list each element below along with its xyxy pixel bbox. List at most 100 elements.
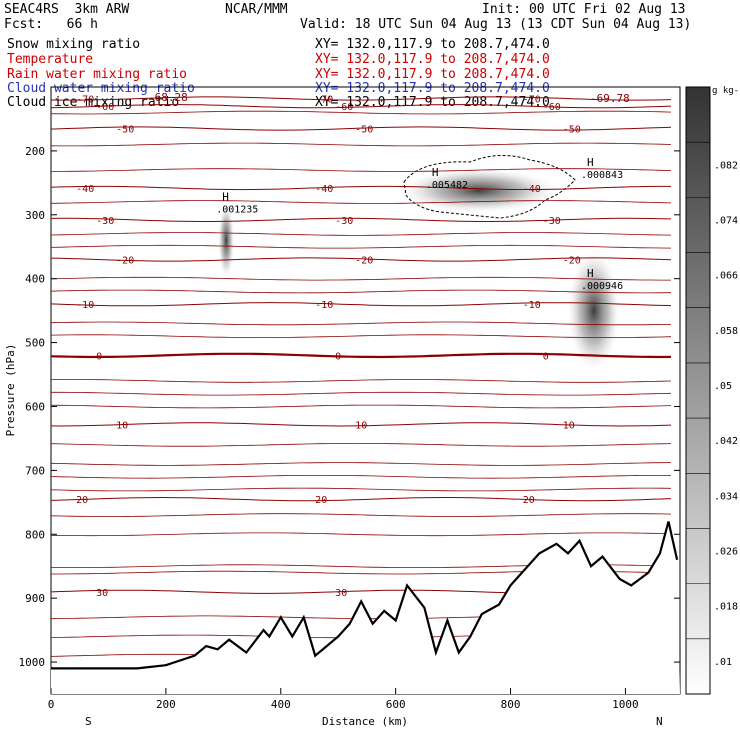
legend-rain-name: Rain water mixing ratio bbox=[7, 67, 188, 82]
legend-snow-name: Snow mixing ratio bbox=[7, 37, 141, 52]
legend-cloudwater-name: Cloud water mixing ratio bbox=[7, 81, 195, 96]
legend-snow-xy: XY= 132.0,117.9 to 208.7,474.0 bbox=[315, 37, 550, 52]
temperature-contour-minor bbox=[50, 487, 672, 492]
temperature-contour--30 bbox=[50, 217, 672, 222]
y-tick-label: 200 bbox=[25, 145, 45, 158]
temperature-contour-label: -40 bbox=[76, 184, 94, 195]
temperature-contour-label: -50 bbox=[116, 125, 134, 136]
temperature-contour-label: 0 bbox=[96, 351, 102, 362]
legend-temp-name: Temperature bbox=[7, 52, 94, 67]
temperature-contour-minor bbox=[50, 232, 672, 236]
temperature-contour-0 bbox=[50, 352, 672, 359]
init-time: Init: 00 UTC Fri 02 Aug 13 bbox=[482, 2, 686, 17]
colorbar-tick-label: .042 bbox=[714, 436, 738, 447]
y-tick-label: 800 bbox=[25, 528, 45, 541]
y-axis-label: Pressure (hPa) bbox=[4, 344, 17, 437]
temperature-contour-minor bbox=[50, 321, 672, 326]
temperature-contour--20 bbox=[50, 257, 672, 262]
y-tick-label: 600 bbox=[25, 400, 45, 413]
temperature-contour--40 bbox=[50, 185, 671, 191]
y-tick-label: 300 bbox=[25, 209, 45, 222]
temperature-contour--50 bbox=[50, 126, 672, 131]
temperature-contour-label: -60 bbox=[96, 102, 114, 113]
temperature-contour-minor bbox=[50, 462, 672, 466]
temperature-contour-minor bbox=[50, 168, 672, 172]
terrain-fill bbox=[51, 521, 680, 694]
temperature-contour-minor bbox=[50, 200, 672, 204]
colorbar-units: g kg-1 bbox=[712, 86, 740, 96]
temperature-contour-label: 30 bbox=[335, 588, 347, 599]
temperature-contour-label: 10 bbox=[116, 420, 128, 431]
x-tick-label: 200 bbox=[156, 698, 176, 711]
temperature-contour-label: -60 bbox=[543, 102, 561, 113]
temperature-contour-minor bbox=[50, 289, 672, 294]
temperature-contour-minor bbox=[50, 532, 672, 537]
temperature-contour-label: -10 bbox=[315, 300, 333, 311]
north-end-label: N bbox=[656, 715, 663, 728]
legend-rain-xy: XY= 132.0,117.9 to 208.7,474.0 bbox=[315, 67, 550, 82]
temperature-contour-label: -70 bbox=[76, 95, 94, 106]
temperature-contour-minor bbox=[50, 379, 672, 383]
snow-max-marker: H bbox=[587, 156, 594, 169]
x-tick-label: 600 bbox=[386, 698, 406, 711]
colorbar-tick-label: .01 bbox=[714, 657, 732, 668]
colorbar-tick-label: .074 bbox=[714, 215, 738, 226]
temperature-contour-label: -70 bbox=[523, 95, 541, 106]
temperature-contour-minor bbox=[50, 513, 672, 517]
colorbar-tick-label: .058 bbox=[714, 326, 738, 337]
valid-time: Valid: 18 UTC Sun 04 Aug 13 (13 CDT Sun … bbox=[300, 17, 692, 32]
y-tick-label: 700 bbox=[25, 464, 45, 477]
colorbar-tick-label: .026 bbox=[714, 547, 738, 558]
south-end-label: S bbox=[85, 715, 92, 728]
x-tick-label: 1000 bbox=[612, 698, 639, 711]
temperature-contour-label: -50 bbox=[355, 125, 373, 136]
snow-max-value: .000843 bbox=[581, 170, 623, 181]
snow-max-marker: H bbox=[587, 267, 594, 280]
temperature-contour-label: 30 bbox=[96, 588, 108, 599]
snow-max-marker: H bbox=[432, 166, 439, 179]
legend-cloudwater-xy: XY= 132.0,117.9 to 208.7,474.0 bbox=[315, 81, 550, 96]
temperature-contour-label: -10 bbox=[523, 300, 541, 311]
x-axis-label: Distance (km) bbox=[322, 715, 408, 728]
cloud-water-contour bbox=[403, 155, 576, 219]
snow-shading-1 bbox=[400, 168, 557, 213]
y-tick-label: 400 bbox=[25, 273, 45, 286]
snow-max-value: .005482 bbox=[426, 180, 468, 191]
x-tick-label: 400 bbox=[271, 698, 291, 711]
snow-max-value: .000946 bbox=[581, 281, 623, 292]
legend-temp-xy: XY= 132.0,117.9 to 208.7,474.0 bbox=[315, 52, 550, 67]
temperature-contour-label: 20 bbox=[315, 495, 327, 506]
colorbar bbox=[685, 86, 711, 695]
temperature-contour-label: -30 bbox=[543, 216, 561, 227]
snow-max-marker: H bbox=[222, 190, 229, 203]
temperature-contour-label: -20 bbox=[116, 256, 134, 267]
y-tick-label: 900 bbox=[25, 592, 45, 605]
temperature-contour-label: 0 bbox=[335, 351, 341, 362]
colorbar-tick-label: .066 bbox=[714, 271, 738, 282]
temperature-contour-label: 0 bbox=[543, 351, 549, 362]
extreme-temp-label: -68.28 bbox=[148, 91, 188, 104]
temperature-contour-10 bbox=[50, 422, 672, 427]
temperature-contour-label: -50 bbox=[563, 125, 581, 136]
y-tick-label: 1000 bbox=[19, 656, 46, 669]
y-tick-label: 500 bbox=[25, 337, 45, 350]
temperature-contour-label: -40 bbox=[315, 184, 333, 195]
temperature-contour-label: -20 bbox=[355, 256, 373, 267]
temperature-contour-minor bbox=[50, 475, 671, 479]
temperature-contour-label: 20 bbox=[76, 495, 88, 506]
temperature-contour--70 bbox=[50, 96, 672, 101]
colorbar-tick-label: .018 bbox=[714, 602, 738, 613]
colorbar-tick-label: .034 bbox=[714, 491, 738, 502]
model-title: SEAC4RS 3km ARW bbox=[4, 2, 130, 17]
temperature-contour-minor bbox=[50, 334, 672, 338]
temperature-contour-label: -10 bbox=[76, 300, 94, 311]
temperature-contour-label: -60 bbox=[335, 102, 353, 113]
temperature-contour-minor bbox=[50, 110, 672, 115]
temperature-contour-label: -70 bbox=[315, 95, 333, 106]
temperature-contour-20 bbox=[50, 496, 672, 502]
x-tick-label: 800 bbox=[501, 698, 521, 711]
temperature-contour-label: 10 bbox=[355, 420, 367, 431]
colorbar-tick-label: .05 bbox=[714, 381, 732, 392]
temperature-contour-label: -30 bbox=[96, 216, 114, 227]
snow-max-value: .001235 bbox=[216, 204, 258, 215]
